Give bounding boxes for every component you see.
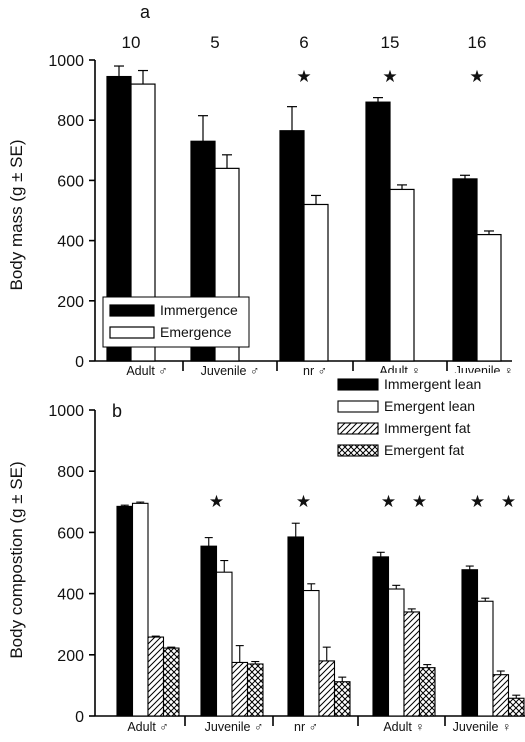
panel-b: b Body compostion (g ± SE) 0 200 400 600 800… xyxy=(7,373,525,734)
panel-a-y-axis-label: Body mass (g ± SE) xyxy=(7,139,26,290)
panel-b-legend-swatch xyxy=(337,378,379,391)
panel-a-sample-size: 15 xyxy=(381,33,400,52)
panel-b-category-label: Juvenile ♀ xyxy=(453,720,512,734)
panel-a-legend: Immergence Emergence xyxy=(102,296,250,348)
panel-a-sample-size: 5 xyxy=(210,33,219,52)
panel-b-legend-label: Immergent fat xyxy=(384,420,470,436)
panel-b-bar xyxy=(418,667,436,717)
panel-a-bar xyxy=(279,130,305,362)
panel-b-bar xyxy=(507,697,525,717)
panel-a-label: a xyxy=(140,2,151,22)
panel-a-significance-star: ★ xyxy=(296,67,311,86)
panel-b-legend: Immergent lean Emergent lean Immergent fat… xyxy=(332,373,525,471)
panel-b-category-label: nr ♂ xyxy=(294,720,318,734)
panel-b-ytick-label: 0 xyxy=(75,709,84,726)
panel-a-sample-size: 16 xyxy=(468,33,487,52)
panel-b-bar xyxy=(162,647,180,717)
panel-b-bar xyxy=(387,588,405,717)
panel-a-legend-swatch xyxy=(109,326,155,339)
panel-b-bar xyxy=(131,502,149,717)
panel-a-ytick-label: 0 xyxy=(75,354,84,371)
panel-a: a Body mass (g ± SE) 0 200 400 600 800 1000 A… xyxy=(7,2,513,378)
panel-b-bar xyxy=(403,611,421,717)
panel-b-ytick-label: 600 xyxy=(57,525,84,542)
panel-a-significance-star: ★ xyxy=(382,67,397,86)
panel-a-ytick-label: 1000 xyxy=(48,53,84,70)
panel-b-legend-swatch xyxy=(337,444,379,457)
panel-b-significance-star: ★ xyxy=(412,492,427,511)
panel-b-bar xyxy=(200,545,218,717)
panel-a-bar xyxy=(452,178,478,362)
panel-b-ytick-label: 1000 xyxy=(48,403,84,420)
panel-b-legend-label: Emergent lean xyxy=(384,398,475,414)
panel-b-bar xyxy=(246,663,264,717)
panel-a-category-label: nr ♂ xyxy=(303,364,327,378)
panel-b-legend-swatch xyxy=(337,400,379,413)
panel-a-ytick-label: 600 xyxy=(57,173,84,190)
panel-b-bar xyxy=(302,589,320,717)
panel-a-ytick-label: 400 xyxy=(57,234,84,251)
panel-b-ytick-label: 400 xyxy=(57,587,84,604)
panel-b-bar xyxy=(318,660,336,717)
panel-a-category-label: Adult ♂ xyxy=(126,364,167,378)
panel-b-bar xyxy=(492,674,510,717)
panel-b-category-label: Adult ♂ xyxy=(127,720,168,734)
panel-b-bar xyxy=(476,600,494,717)
panel-b-legend-label: Emergent fat xyxy=(384,442,464,458)
panel-b-ytick-label: 200 xyxy=(57,648,84,665)
panel-a-legend-swatch xyxy=(109,304,155,317)
panel-b-label: b xyxy=(112,401,122,421)
panel-b-bar xyxy=(372,556,390,717)
panel-a-ytick-label: 200 xyxy=(57,294,84,311)
panel-b-category-label: Adult ♀ xyxy=(383,720,424,734)
panel-b-bar xyxy=(287,536,305,717)
panel-b-significance-star: ★ xyxy=(381,492,396,511)
panel-a-significance-star: ★ xyxy=(469,67,484,86)
panel-b-bar xyxy=(231,661,249,717)
panel-a-bar xyxy=(476,233,502,362)
panel-b-bar xyxy=(333,681,351,717)
panel-b-significance-star: ★ xyxy=(501,492,516,511)
panel-b-ytick-label: 800 xyxy=(57,464,84,481)
panel-a-category-label: Juvenile ♂ xyxy=(201,364,260,378)
panel-b-category-label: Juvenile ♂ xyxy=(205,720,264,734)
panel-b-significance-star: ★ xyxy=(296,492,311,511)
panel-a-bar xyxy=(389,188,415,362)
panel-b-bar xyxy=(461,569,479,717)
panel-b-bar xyxy=(116,505,134,717)
panel-a-ytick-label: 800 xyxy=(57,113,84,130)
panel-b-legend-swatch xyxy=(337,422,379,435)
panel-b-bar xyxy=(147,636,165,717)
panel-a-sample-size: 10 xyxy=(122,33,141,52)
panel-a-sample-size: 6 xyxy=(299,33,308,52)
panel-b-legend-label: Immergent lean xyxy=(384,376,481,392)
panel-b-bar xyxy=(215,571,233,717)
panel-a-legend-label: Immergence xyxy=(160,302,238,318)
panel-a-bar xyxy=(365,101,391,362)
panel-a-legend-label: Emergence xyxy=(160,324,232,340)
panel-b-significance-star: ★ xyxy=(209,492,224,511)
panel-b-significance-star: ★ xyxy=(470,492,485,511)
panel-b-y-axis-label: Body compostion (g ± SE) xyxy=(7,461,26,658)
panel-a-bar xyxy=(303,203,329,362)
